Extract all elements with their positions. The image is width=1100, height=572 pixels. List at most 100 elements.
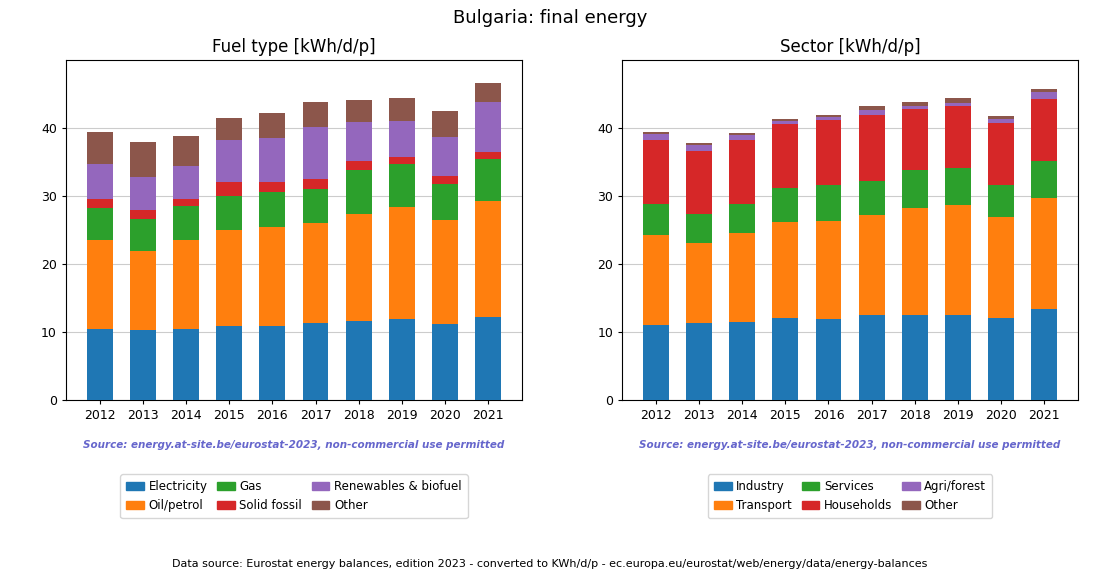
Bar [815,120,842,185]
Bar [130,251,156,330]
Bar [945,168,971,205]
Bar [772,124,799,188]
Bar [988,185,1014,217]
Bar [302,102,329,128]
Bar [815,185,842,221]
Bar [432,220,458,324]
Bar [859,110,884,114]
Bar [345,100,372,122]
Bar [302,179,329,189]
Bar [345,122,372,161]
Bar [642,325,669,400]
Bar [260,182,285,192]
Bar [302,189,329,223]
Bar [389,98,415,121]
Bar [173,165,199,199]
Bar [729,140,755,204]
Bar [729,135,755,140]
Bar [389,164,415,207]
Bar [389,157,415,164]
Bar [260,138,285,182]
Bar [859,215,884,315]
Bar [729,204,755,233]
Bar [217,182,242,196]
Bar [389,207,415,319]
Bar [130,330,156,400]
Bar [389,121,415,157]
Bar [217,196,242,231]
Text: Source: energy.at-site.be/eurostat-2023, non-commercial use permitted: Source: energy.at-site.be/eurostat-2023,… [84,439,505,450]
Bar [772,188,799,222]
Bar [945,98,971,103]
Bar [260,325,285,400]
Bar [217,230,242,326]
Text: Bulgaria: final energy: Bulgaria: final energy [453,9,647,26]
Bar [902,315,927,400]
Bar [345,321,372,400]
Bar [130,177,156,210]
Bar [87,329,112,400]
Bar [772,121,799,124]
Bar [389,319,415,400]
Bar [173,199,199,206]
Bar [345,170,372,214]
Bar [988,318,1014,400]
Bar [1032,198,1057,308]
Bar [475,201,502,317]
Bar [859,114,884,181]
Bar [302,223,329,323]
Bar [1032,308,1057,400]
Bar [87,199,112,208]
Bar [217,118,242,140]
Bar [729,233,755,322]
Bar [686,214,712,243]
Bar [686,150,712,214]
Bar [686,243,712,323]
Bar [475,102,502,152]
Bar [902,170,927,208]
Bar [945,106,971,168]
Bar [815,319,842,400]
Bar [87,164,112,199]
Bar [432,111,458,137]
Bar [642,235,669,325]
Bar [988,120,1014,122]
Bar [686,143,712,145]
Bar [729,133,755,135]
Title: Sector [kWh/d/p]: Sector [kWh/d/p] [780,38,921,55]
Bar [87,132,112,164]
Bar [1032,92,1057,99]
Bar [945,205,971,315]
Bar [260,192,285,227]
Bar [859,315,884,400]
Bar [173,329,199,400]
Bar [642,140,669,204]
Bar [302,323,329,400]
Bar [642,204,669,235]
Bar [260,113,285,138]
Bar [217,140,242,182]
Legend: Electricity, Oil/petrol, Gas, Solid fossil, Renewables & biofuel, Other: Electricity, Oil/petrol, Gas, Solid foss… [120,474,468,518]
Bar [217,326,242,400]
Bar [432,324,458,400]
Text: Data source: Eurostat energy balances, edition 2023 - converted to KWh/d/p - ec.: Data source: Eurostat energy balances, e… [173,559,927,569]
Bar [815,221,842,319]
Bar [475,82,502,102]
Bar [945,315,971,400]
Bar [988,122,1014,185]
Bar [1032,161,1057,198]
Bar [772,222,799,318]
Bar [130,142,156,177]
Bar [772,318,799,400]
Bar [902,106,927,109]
Bar [945,103,971,106]
Bar [772,118,799,121]
Bar [902,102,927,106]
Bar [345,161,372,170]
Bar [988,116,1014,120]
Bar [815,117,842,120]
Bar [988,217,1014,318]
Bar [87,208,112,240]
Bar [859,106,884,110]
Bar [642,132,669,134]
